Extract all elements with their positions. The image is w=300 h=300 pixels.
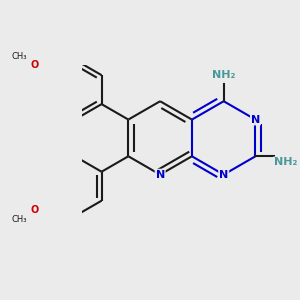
Text: NH₂: NH₂	[274, 157, 297, 167]
Text: O: O	[31, 61, 39, 70]
Text: N: N	[155, 169, 165, 180]
Text: CH₃: CH₃	[12, 52, 27, 61]
Text: N: N	[251, 115, 260, 124]
Text: O: O	[31, 206, 39, 215]
Text: CH₃: CH₃	[12, 214, 27, 224]
Text: NH₂: NH₂	[212, 70, 236, 80]
Text: N: N	[219, 169, 228, 180]
